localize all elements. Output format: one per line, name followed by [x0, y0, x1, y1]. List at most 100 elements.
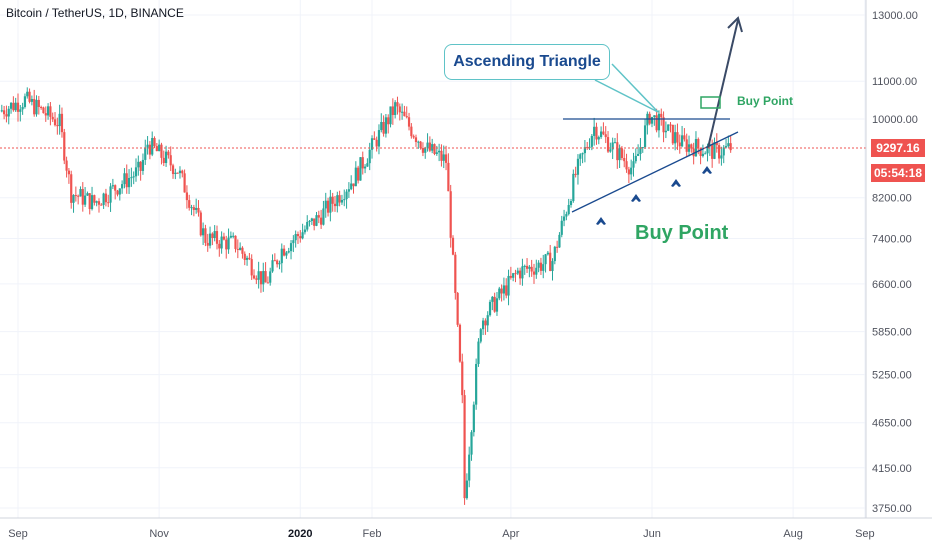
candle-body: [79, 189, 82, 197]
candle-body: [19, 109, 22, 112]
candle-body: [9, 102, 13, 109]
candle-body: [715, 142, 718, 146]
candle-body: [606, 137, 610, 152]
y-tick-label: 13000.00: [872, 10, 918, 22]
candle-body: [440, 150, 443, 161]
candle-body: [97, 201, 101, 205]
candle-body: [586, 147, 589, 149]
candle-body: [266, 282, 269, 284]
candle-body: [239, 247, 242, 250]
candle-body: [567, 204, 570, 215]
candle-body: [317, 215, 320, 218]
candle-body: [507, 275, 510, 296]
candle-body: [37, 99, 40, 107]
candle-body: [560, 220, 563, 235]
candle-body: [257, 271, 260, 280]
candle-body: [333, 203, 337, 207]
candle-body: [326, 200, 330, 213]
candle-body: [680, 135, 684, 147]
breakout-arrow-line[interactable]: [707, 19, 739, 149]
candle-body: [109, 186, 112, 203]
candle-body: [259, 271, 263, 285]
last-price-badge: 9297.16: [871, 139, 925, 157]
candle-body: [289, 243, 293, 252]
x-tick-label: Jun: [643, 528, 661, 540]
candle-body: [271, 260, 274, 272]
candle-body: [590, 135, 593, 147]
candle-body: [720, 155, 723, 159]
candle-body: [569, 201, 573, 205]
candle-body: [146, 144, 149, 148]
x-tick-label: Nov: [149, 528, 169, 540]
candle-body: [176, 172, 179, 174]
candle-body: [245, 257, 249, 260]
candle-body: [690, 144, 693, 149]
candle-body: [144, 147, 147, 160]
candle-body: [643, 125, 647, 148]
candle-body: [202, 228, 205, 236]
candle-body: [44, 113, 47, 116]
candle-body: [553, 246, 556, 262]
candle-body: [185, 192, 189, 201]
candle-body: [310, 218, 313, 222]
candle-body: [435, 152, 438, 154]
candle-body: [21, 106, 24, 110]
ascending-triangle-callout: Ascending Triangle: [444, 44, 610, 80]
callout-pointer: [594, 63, 659, 113]
candle-body: [236, 248, 239, 250]
candle-body: [211, 233, 214, 239]
y-tick-label: 3750.00: [872, 503, 912, 515]
candle-body: [178, 170, 182, 174]
candle-body: [461, 361, 464, 396]
candle-body: [697, 139, 700, 149]
candle-body: [479, 329, 482, 342]
symbol-title[interactable]: Bitcoin / TetherUS, 1D, BINANCE: [6, 6, 184, 20]
candle-body: [278, 263, 281, 265]
candle-body: [90, 195, 94, 210]
up-arrow-icon: [631, 194, 641, 202]
candle-body: [377, 130, 381, 147]
x-tick-label: Feb: [363, 528, 382, 540]
candle-body: [699, 148, 702, 157]
ascending-support-line[interactable]: [571, 131, 739, 213]
candle-body: [74, 195, 77, 197]
candle-body: [127, 177, 131, 188]
candle-body: [641, 147, 644, 149]
candle-body: [599, 131, 603, 138]
candle-body: [616, 142, 619, 161]
candle-body: [389, 106, 392, 125]
candle-body: [551, 261, 554, 271]
candle-body: [546, 252, 549, 255]
candle-body: [153, 137, 156, 147]
candle-body: [542, 264, 545, 271]
candle-body: [495, 298, 499, 312]
candle-body: [701, 153, 705, 157]
candles: [0, 87, 732, 505]
candle-body: [171, 165, 175, 175]
y-tick-label: 10000.00: [872, 114, 918, 126]
candle-body: [530, 266, 533, 272]
candle-body: [556, 246, 559, 248]
candle-body: [664, 130, 667, 133]
candle-body: [84, 195, 87, 205]
candle-body: [190, 207, 193, 209]
candle-body: [634, 155, 637, 162]
y-tick-label: 8200.00: [872, 193, 912, 205]
candle-body: [472, 404, 475, 433]
buy-arrows: [596, 166, 712, 225]
candle-body: [350, 183, 353, 190]
candle-body: [0, 110, 3, 112]
candle-body: [123, 173, 126, 185]
candle-body: [609, 149, 612, 152]
candle-body: [417, 141, 420, 143]
x-tick-label: Apr: [502, 528, 519, 540]
candle-body: [630, 167, 633, 175]
candle-body: [77, 195, 80, 197]
y-tick-label: 7400.00: [872, 233, 912, 245]
candle-body: [174, 172, 177, 175]
candle-body: [56, 125, 59, 127]
candle-body: [306, 221, 309, 230]
candle-body: [525, 265, 529, 269]
candle-body: [111, 185, 114, 187]
